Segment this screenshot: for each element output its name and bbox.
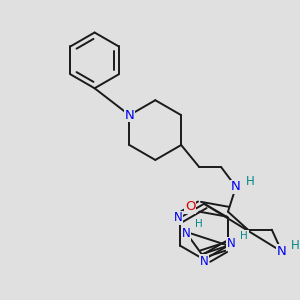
Text: H: H — [245, 176, 254, 188]
Text: H: H — [195, 219, 203, 229]
Text: H: H — [240, 231, 248, 241]
Text: N: N — [124, 109, 134, 122]
Text: N: N — [227, 237, 236, 250]
Text: N: N — [231, 180, 241, 193]
Text: O: O — [185, 200, 195, 213]
Text: N: N — [182, 227, 191, 240]
Text: N: N — [174, 211, 182, 224]
Text: N: N — [277, 245, 286, 258]
Text: N: N — [200, 255, 208, 268]
Text: H: H — [291, 239, 300, 252]
